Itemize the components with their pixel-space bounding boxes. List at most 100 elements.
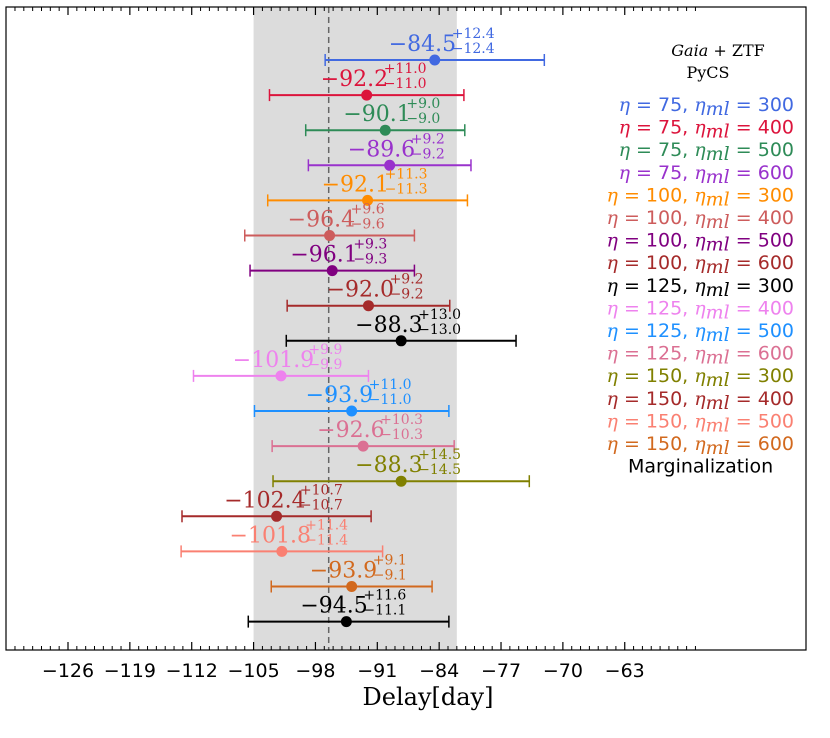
shaded-band <box>253 7 457 650</box>
legend-entry: η = 100, ηml = 300 <box>607 184 794 210</box>
value-label-plus: +10.7 <box>300 482 343 498</box>
legend-entry: η = 100, ηml = 600 <box>607 252 794 278</box>
value-label-plus: +9.9 <box>308 342 342 358</box>
value-label: −101.8 <box>230 523 311 548</box>
value-label-plus: +9.1 <box>373 553 407 569</box>
data-point <box>429 54 441 66</box>
data-point <box>379 124 391 136</box>
value-label: −101.9 <box>233 348 314 373</box>
data-point-group: −94.5+11.6−11.1 <box>247 588 450 628</box>
value-label: −84.5 <box>389 32 456 57</box>
value-label-minus: −10.7 <box>300 497 343 513</box>
data-point <box>362 194 374 206</box>
legend-entry: η = 100, ηml = 400 <box>607 207 794 233</box>
legend-entry: η = 75, ηml = 400 <box>619 117 794 143</box>
value-label: −92.1 <box>322 172 389 197</box>
value-label-plus: +12.4 <box>452 26 495 42</box>
data-point <box>362 300 374 312</box>
value-label-plus: +9.2 <box>390 272 424 288</box>
value-label-plus: +9.3 <box>353 237 387 253</box>
value-label-minus: −11.1 <box>363 603 406 619</box>
value-label-minus: −13.0 <box>418 322 461 338</box>
axes-layer: −126 −119 −112 −105 −98 −91 −84 −77 −70 −63 <box>5 6 807 682</box>
legend-entry: η = 125, ηml = 300 <box>607 275 794 301</box>
legend-entry: η = 75, ηml = 500 <box>619 139 794 165</box>
value-label-minus: −9.3 <box>353 252 387 268</box>
data-point-group: −92.2+11.0−11.0 <box>268 61 465 102</box>
data-point-group: −93.9+9.1−9.1 <box>270 553 433 593</box>
data-point <box>395 335 407 347</box>
data-point <box>346 581 358 592</box>
x-tick-label: −98 <box>295 660 335 682</box>
value-label-plus: +9.2 <box>411 131 445 147</box>
value-label-minus: −12.4 <box>452 41 495 57</box>
data-point-group: −102.4+10.7−10.7 <box>181 482 372 523</box>
value-label: −93.9 <box>306 383 373 408</box>
value-label-plus: +11.0 <box>384 61 427 77</box>
legend-header-line: Gaia + ZTF <box>671 41 764 60</box>
data-point-group: −88.3+14.5−14.5 <box>272 447 531 488</box>
value-label-minus: −9.1 <box>373 568 407 584</box>
x-tick-label: −70 <box>543 660 583 682</box>
shaded-band-layer <box>253 7 457 650</box>
data-point-group: −92.1+11.3−11.3 <box>266 166 469 207</box>
x-tick-label: −77 <box>481 660 521 682</box>
data-point-group: −88.3+13.0−13.0 <box>285 307 517 347</box>
x-tick-label: −91 <box>357 660 397 682</box>
value-label-plus: +13.0 <box>418 307 461 323</box>
value-label-plus: +11.4 <box>305 517 348 533</box>
legend-entry: η = 75, ηml = 300 <box>619 94 794 120</box>
data-point <box>346 405 358 417</box>
data-point <box>326 265 338 277</box>
legend-entry: η = 150, ηml = 500 <box>607 410 794 436</box>
data-point-group: −96.4+9.6−9.6 <box>243 202 416 242</box>
value-label-plus: +9.6 <box>351 202 385 218</box>
data-point <box>324 230 336 241</box>
value-label-minus: −10.3 <box>380 427 423 443</box>
legend-entry: η = 150, ηml = 400 <box>607 388 794 414</box>
data-point-group: −92.6+10.3−10.3 <box>271 412 455 453</box>
data-point-group: −93.9+11.0−11.0 <box>253 377 450 417</box>
data-point-group: −90.1+9.0−9.0 <box>304 96 466 137</box>
value-label: −102.4 <box>224 488 305 513</box>
value-label-plus: +11.0 <box>369 377 412 393</box>
value-label: −90.1 <box>343 102 410 127</box>
value-label: −93.9 <box>310 559 377 584</box>
x-tick-label: −84 <box>419 660 459 682</box>
legend-entry: η = 125, ηml = 400 <box>607 297 794 323</box>
value-label-minus: −9.6 <box>351 217 385 233</box>
legend-entry: η = 150, ηml = 300 <box>607 365 794 391</box>
value-label-minus: −9.9 <box>308 357 342 373</box>
legend-entry: η = 75, ηml = 600 <box>619 162 794 188</box>
value-label: −94.5 <box>300 594 367 619</box>
legend-entry: η = 150, ηml = 600 <box>607 433 794 459</box>
x-tick-label: −126 <box>42 660 94 682</box>
x-tick-label: −105 <box>227 660 279 682</box>
value-label-plus: +9.0 <box>406 96 440 112</box>
data-point <box>275 370 287 382</box>
legend-entry: η = 125, ηml = 500 <box>607 320 794 346</box>
value-label: −96.1 <box>290 243 357 268</box>
data-point <box>357 440 369 452</box>
data-point-group: −89.6+9.2−9.2 <box>307 131 472 172</box>
data-point-group: −101.8+11.4−11.4 <box>180 517 384 558</box>
x-axis-title: Delay[day] <box>363 683 494 711</box>
data-point-group: −101.9+9.9−9.9 <box>192 342 370 382</box>
value-label-minus: −9.2 <box>390 287 424 303</box>
value-label-plus: +11.6 <box>363 588 406 604</box>
value-label-minus: −14.5 <box>418 462 461 478</box>
data-point <box>361 89 373 101</box>
data-point <box>384 159 396 171</box>
plot-frame <box>5 6 807 651</box>
value-label-minus: −11.4 <box>305 532 348 548</box>
value-label: −96.4 <box>288 208 355 233</box>
data-point <box>276 545 288 557</box>
value-label-minus: −11.0 <box>384 76 427 92</box>
value-label: −92.2 <box>321 67 388 92</box>
data-point-group: −96.1+9.3−9.3 <box>249 237 416 277</box>
value-label: −88.3 <box>355 453 422 478</box>
data-point <box>340 616 352 628</box>
